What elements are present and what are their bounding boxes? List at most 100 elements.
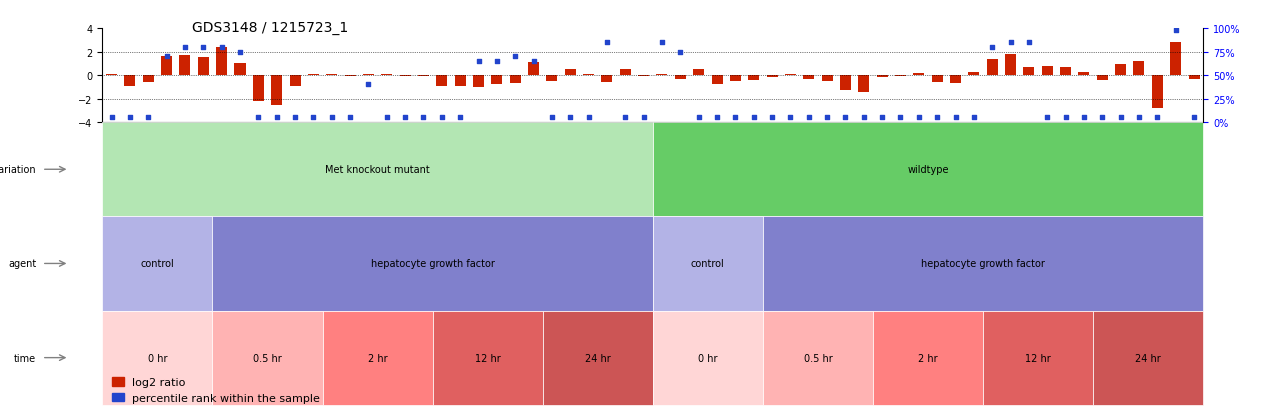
Bar — [509, 76, 521, 84]
Point — [1147, 115, 1167, 121]
Text: genotype/variation: genotype/variation — [0, 165, 36, 175]
Text: 12 hr: 12 hr — [475, 353, 500, 363]
Point — [1110, 115, 1130, 121]
Text: 2 hr: 2 hr — [367, 353, 388, 363]
Point — [689, 115, 709, 121]
Bar — [749, 76, 759, 81]
Bar — [1170, 43, 1181, 76]
Bar — [492, 76, 502, 85]
Bar — [895, 76, 906, 77]
Bar — [877, 76, 887, 78]
Point — [724, 115, 745, 121]
Bar — [1152, 76, 1162, 109]
Bar — [675, 76, 686, 79]
Point — [559, 115, 580, 121]
Point — [982, 44, 1002, 51]
Point — [504, 54, 525, 60]
Bar — [364, 75, 374, 76]
Bar — [1060, 68, 1071, 76]
Point — [1019, 40, 1039, 46]
Point — [1055, 115, 1075, 121]
Point — [1092, 115, 1112, 121]
Point — [744, 115, 764, 121]
Bar — [730, 76, 741, 82]
Bar — [161, 57, 172, 76]
Point — [596, 40, 617, 46]
Bar — [124, 76, 136, 86]
Point — [101, 115, 122, 121]
Point — [303, 115, 324, 121]
Bar — [419, 76, 429, 77]
FancyBboxPatch shape — [433, 311, 543, 405]
Bar — [914, 74, 924, 76]
Bar — [436, 76, 447, 86]
Point — [909, 115, 929, 121]
Bar — [1097, 76, 1107, 81]
Bar — [381, 75, 392, 76]
Bar — [584, 75, 594, 76]
Bar — [785, 75, 796, 76]
Point — [524, 59, 544, 65]
Point — [652, 40, 672, 46]
Bar — [1005, 55, 1016, 76]
FancyBboxPatch shape — [212, 217, 653, 311]
Text: 2 hr: 2 hr — [918, 353, 938, 363]
Point — [1129, 115, 1149, 121]
Bar — [454, 76, 466, 86]
Bar — [932, 76, 942, 83]
Text: GDS3148 / 1215723_1: GDS3148 / 1215723_1 — [192, 21, 348, 35]
Point — [339, 115, 361, 121]
Bar — [712, 76, 722, 85]
Point — [964, 115, 984, 121]
Point — [541, 115, 562, 121]
Point — [1165, 28, 1185, 34]
Point — [945, 115, 965, 121]
Text: control: control — [691, 259, 724, 269]
Bar — [216, 47, 227, 76]
Point — [211, 44, 232, 51]
Point — [854, 115, 874, 121]
Point — [799, 115, 819, 121]
Bar — [694, 70, 704, 76]
Point — [1037, 115, 1057, 121]
Point — [248, 115, 269, 121]
Bar — [326, 75, 337, 76]
Bar — [767, 76, 777, 78]
Point — [1074, 115, 1094, 121]
Point — [321, 115, 342, 121]
Point — [835, 115, 855, 121]
Text: 0 hr: 0 hr — [147, 353, 168, 363]
Bar — [547, 76, 557, 82]
Bar — [987, 59, 997, 76]
Point — [707, 115, 727, 121]
Point — [762, 115, 782, 121]
Point — [486, 59, 507, 65]
Bar — [106, 75, 116, 76]
Point — [579, 115, 599, 121]
Point — [284, 115, 305, 121]
Text: Met knockout mutant: Met knockout mutant — [325, 165, 430, 175]
FancyBboxPatch shape — [653, 123, 1203, 217]
Bar — [602, 76, 612, 83]
Bar — [840, 76, 851, 91]
Text: wildtype: wildtype — [908, 165, 948, 175]
Bar — [804, 76, 814, 79]
Bar — [1134, 62, 1144, 76]
Point — [468, 59, 489, 65]
FancyBboxPatch shape — [983, 311, 1093, 405]
Point — [872, 115, 892, 121]
Bar — [143, 76, 154, 83]
Bar — [1189, 76, 1199, 79]
FancyBboxPatch shape — [653, 311, 763, 405]
FancyBboxPatch shape — [102, 217, 212, 311]
Point — [1184, 115, 1204, 121]
Bar — [198, 58, 209, 76]
FancyBboxPatch shape — [543, 311, 653, 405]
Text: 24 hr: 24 hr — [1135, 353, 1161, 363]
FancyBboxPatch shape — [1093, 311, 1203, 405]
FancyBboxPatch shape — [102, 123, 653, 217]
Point — [780, 115, 801, 121]
Point — [394, 115, 415, 121]
Point — [449, 115, 470, 121]
Point — [1000, 40, 1020, 46]
